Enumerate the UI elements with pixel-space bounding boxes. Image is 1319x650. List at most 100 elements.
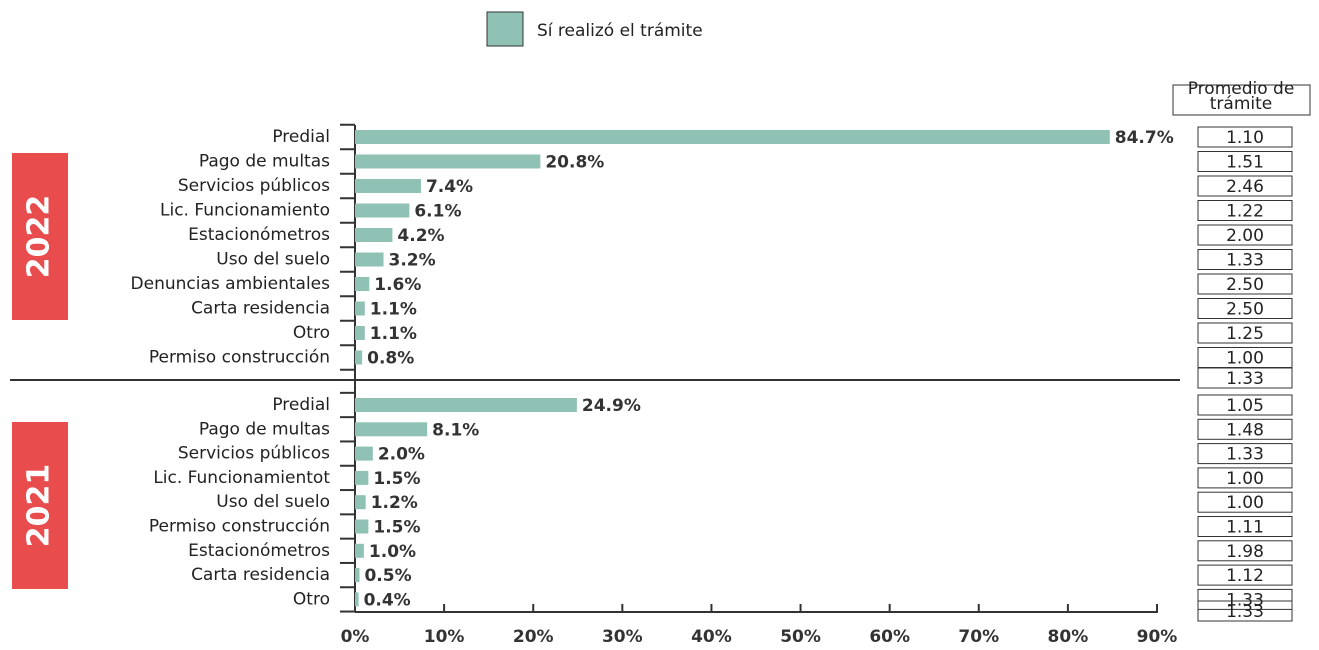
averages-title: Promedio de [1188, 79, 1295, 99]
average-total: 1.33 [1226, 602, 1264, 622]
category-label: Pago de multas [199, 419, 330, 439]
value-label: 0.5% [364, 566, 411, 586]
average-value-box [1197, 322, 1293, 344]
average-value-box [1197, 564, 1293, 586]
value-label: 1.6% [374, 275, 421, 295]
x-tick-label: 0% [341, 627, 370, 647]
average-value-box [1197, 540, 1293, 562]
category-label: Permiso construcción [149, 348, 330, 368]
value-label: 3.2% [389, 251, 436, 271]
x-tick-label: 40% [691, 627, 732, 647]
bar [355, 277, 370, 291]
category-label: Uso del suelo [216, 250, 330, 270]
category-label: Otro [293, 589, 330, 609]
bar [355, 568, 360, 583]
category-label: Estacionómetros [188, 541, 330, 561]
average-value: 1.00 [1226, 493, 1264, 513]
average-value: 2.46 [1226, 177, 1264, 197]
average-value: 1.33 [1226, 251, 1264, 271]
average-total-box [1197, 600, 1293, 622]
category-label: Denuncias ambientales [131, 274, 331, 294]
value-label: 2.0% [378, 445, 425, 465]
category-label: Permiso construcción [149, 517, 330, 537]
average-value-box [1197, 491, 1293, 513]
average-value-box [1197, 443, 1293, 465]
x-tick-label: 30% [602, 627, 643, 647]
average-value-box [1197, 394, 1293, 416]
average-value-box [1197, 126, 1293, 148]
category-label: Estacionómetros [188, 225, 330, 245]
category-label: Carta residencia [191, 299, 330, 319]
x-tick-label: 60% [869, 627, 910, 647]
x-tick-label: 20% [513, 627, 554, 647]
average-value-box [1197, 588, 1293, 610]
bar [355, 543, 364, 558]
average-value: 2.00 [1226, 226, 1264, 246]
bar [355, 470, 369, 485]
average-value: 2.50 [1226, 275, 1264, 295]
value-label: 8.1% [432, 420, 479, 440]
bar [355, 519, 369, 534]
bar [355, 495, 366, 510]
bar [355, 446, 373, 461]
value-label: 7.4% [426, 177, 473, 197]
value-label: 4.2% [397, 226, 444, 246]
average-value-box [1197, 200, 1293, 221]
x-tick-label: 50% [780, 627, 821, 647]
category-label: Servicios públicos [178, 444, 330, 464]
average-value: 1.98 [1226, 542, 1264, 562]
value-label: 6.1% [414, 202, 461, 222]
average-value-box [1197, 151, 1293, 172]
year-label: 2022 [22, 195, 57, 279]
average-value: 1.05 [1226, 396, 1264, 416]
category-label: Pago de multas [199, 152, 330, 172]
value-label: 1.1% [370, 324, 417, 344]
average-value-box [1197, 516, 1293, 537]
average-value: 1.48 [1226, 420, 1264, 440]
bar [355, 326, 365, 340]
average-value: 1.33 [1226, 445, 1264, 465]
average-value-box [1197, 224, 1293, 246]
average-value: 1.00 [1226, 469, 1264, 489]
value-label: 24.9% [582, 396, 641, 416]
average-value-box [1197, 175, 1293, 197]
average-value-box [1197, 467, 1293, 489]
average-value: 2.50 [1226, 300, 1264, 320]
category-label: Predial [272, 395, 330, 415]
x-tick-label: 70% [958, 627, 999, 647]
bar [355, 398, 577, 412]
average-value: 1.33 [1226, 590, 1264, 610]
category-label: Predial [272, 127, 330, 147]
category-label: Lic. Funcionamientot [153, 468, 330, 488]
average-value: 1.22 [1226, 202, 1264, 222]
bar [355, 350, 363, 365]
value-label: 1.1% [370, 300, 417, 320]
category-label: Otro [293, 323, 330, 343]
average-value: 1.12 [1226, 566, 1264, 586]
x-tick-label: 10% [424, 627, 465, 647]
average-value: 1.51 [1226, 153, 1264, 173]
value-label: 20.8% [545, 153, 604, 173]
category-label: Carta residencia [191, 565, 330, 585]
average-value-box [1197, 298, 1293, 319]
average-total: 1.33 [1226, 369, 1264, 389]
value-label: 84.7% [1115, 128, 1174, 148]
average-value: 1.10 [1226, 128, 1264, 148]
bar [355, 252, 384, 267]
bar [355, 130, 1110, 144]
value-label: 1.5% [373, 469, 420, 489]
average-value: 1.25 [1226, 324, 1264, 344]
year-box [12, 422, 68, 589]
bar [355, 422, 428, 437]
category-label: Uso del suelo [216, 492, 330, 512]
bar [355, 203, 410, 218]
average-value: 1.00 [1226, 349, 1264, 369]
value-label: 1.0% [369, 542, 416, 562]
bar [355, 592, 359, 607]
value-label: 0.4% [364, 590, 411, 610]
bar [355, 301, 365, 316]
value-label: 1.5% [373, 518, 420, 538]
x-tick-label: 90% [1137, 627, 1178, 647]
value-label: 0.8% [367, 349, 414, 369]
